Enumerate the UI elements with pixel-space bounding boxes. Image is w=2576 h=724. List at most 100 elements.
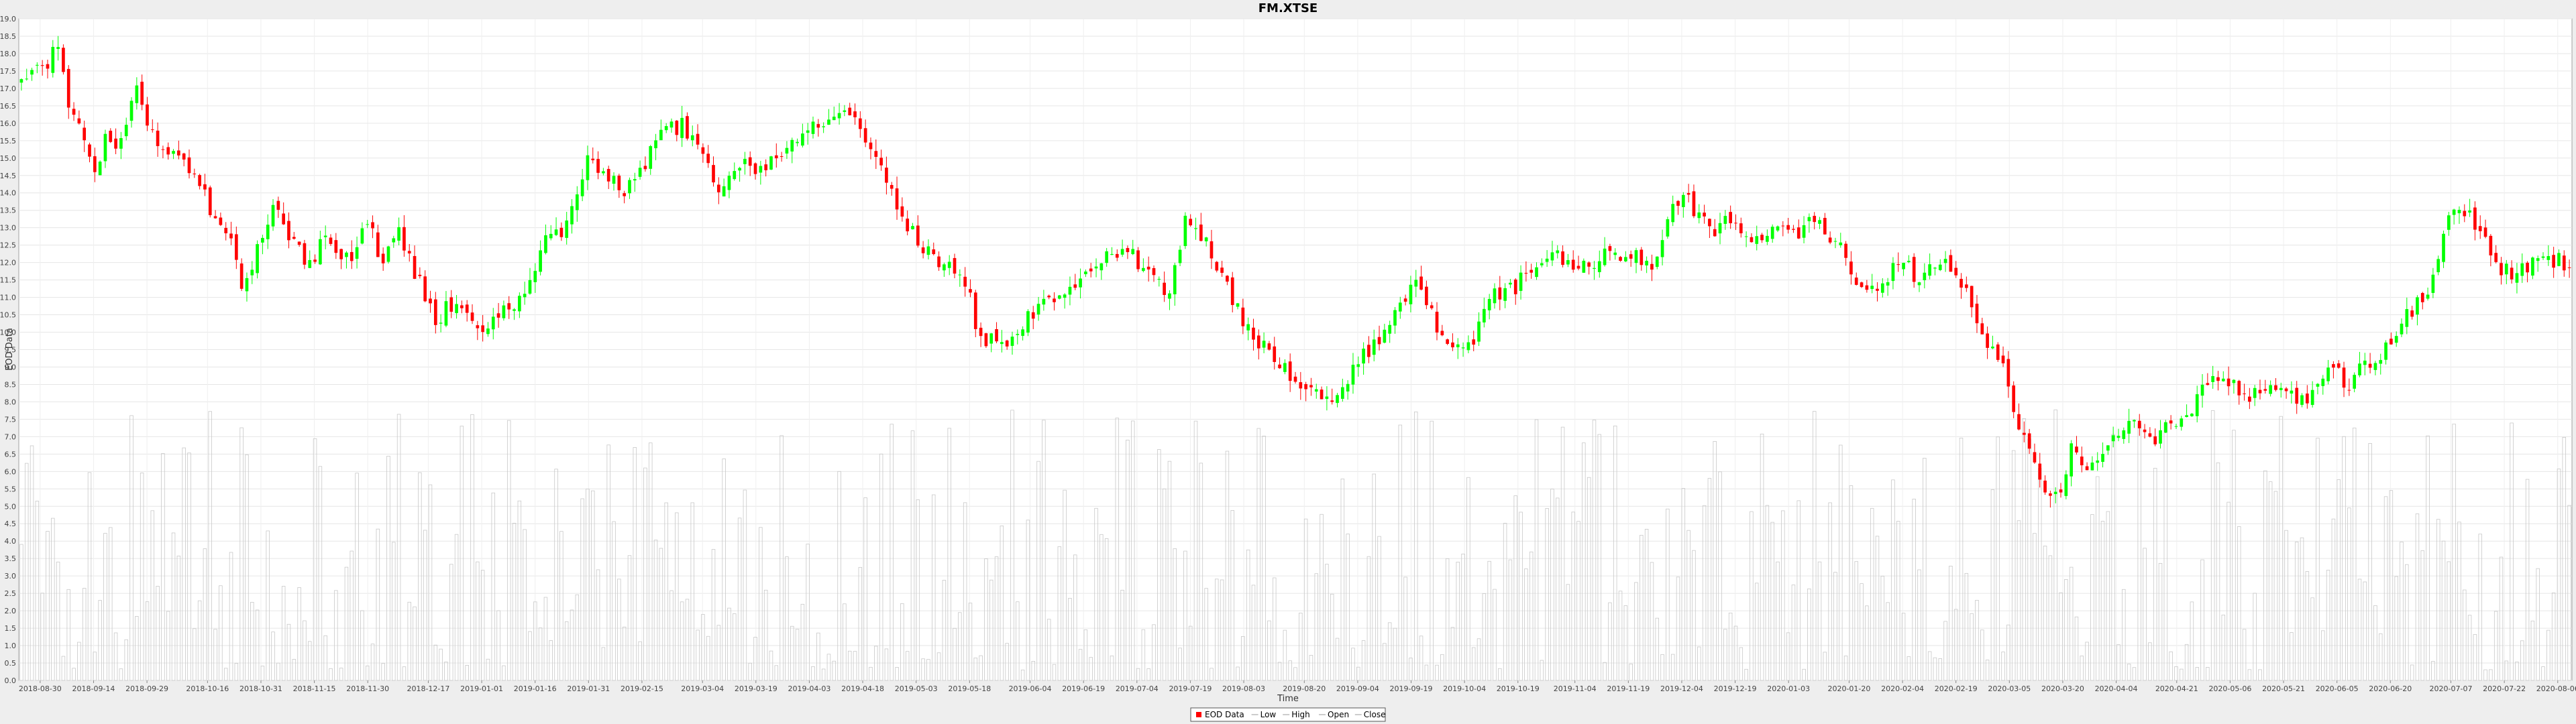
candle-body [2500,263,2503,276]
volume-bar [2515,661,2519,681]
candle-body [1256,335,1260,349]
candle-body [2483,227,2487,237]
volume-bar [1005,643,1009,681]
volume-bar [428,484,433,681]
candle-body [2316,383,2320,387]
candle-body [1084,272,1087,275]
candle-body [1168,293,1171,299]
y-tick-label: 0.0 [5,676,17,685]
volume-bar [323,635,327,681]
volume-bar [869,666,873,681]
volume-bar [753,637,757,681]
y-tick-label: 8.5 [5,380,17,389]
candle-body [2384,342,2387,360]
volume-bar [156,586,160,681]
candle-body [1346,383,1350,391]
volume-bar [858,566,863,681]
candle-body [2546,255,2551,260]
volume-bar [2394,576,2398,681]
volume-bar [973,657,978,681]
volume-bar [643,467,647,681]
candle-body [2416,297,2419,315]
volume-bar [2022,418,2027,681]
candle-body [1089,268,1093,272]
candle-body [643,166,647,170]
volume-bar [2263,470,2267,681]
volume-bar [821,668,826,681]
candle-body [2143,429,2147,432]
candle-body [2269,385,2272,394]
x-tick-label: 2019-04-18 [841,684,884,693]
candle-body [2012,385,2016,412]
candle-body [146,104,149,126]
volume-bar [1204,588,1208,681]
y-tick-label: 7.0 [5,432,17,441]
volume-bar [2053,409,2057,681]
volume-bar [1178,648,1182,681]
volume-bar [926,659,930,681]
volume-bar [826,654,831,681]
volume-bar [2436,519,2440,681]
volume-bar [1519,511,1523,681]
volume-bar [2499,556,2504,681]
candle-body [2253,387,2257,398]
volume-bar [313,438,317,681]
candle-body [885,168,888,183]
candle-body [1524,273,1528,274]
volume-bar [979,655,983,681]
candle-body [1094,266,1098,269]
volume-bar [2106,511,2110,681]
candle-body [1215,261,1219,271]
candle-body [1582,260,1586,273]
volume-bar [517,500,522,681]
volume-bar [161,453,165,681]
volume-bar [1608,602,1612,681]
volume-bar [2389,490,2394,681]
candle-body [916,225,920,246]
candle-body [1236,303,1240,307]
candle-body [716,184,720,192]
candle-body [953,257,957,274]
candle-body [1136,250,1140,269]
candle-body [1697,212,1701,219]
candle-body [366,224,370,225]
volume-bar [2253,593,2257,681]
candle-body [129,101,133,121]
candle-body [2405,309,2409,327]
candle-body [1241,307,1245,326]
volume-bar [124,639,128,681]
volume-bar [433,644,438,681]
volume-bar [1713,441,1717,681]
volume-bar [1776,561,1780,681]
candle-body [1828,237,1832,243]
candle-body [2038,463,2042,480]
y-tick-label: 17.5 [0,67,16,76]
candle-body [502,305,506,318]
candle-body [407,251,411,254]
candle-body [1451,342,1454,348]
x-tick-label: 2020-03-05 [1988,684,2031,693]
candle-body [1005,340,1009,347]
candle-body [213,216,217,219]
candle-body [2390,339,2393,345]
candle-body [2279,387,2283,390]
volume-bar [2232,430,2236,681]
volume-bar [1660,654,1664,681]
candle-body [2452,209,2456,215]
volume-bar [480,570,485,681]
volume-bar [2017,520,2021,681]
candle-body [308,259,312,268]
volume-bar [281,586,286,681]
candle-body [2526,262,2529,273]
volume-bar [1215,579,1219,681]
legend-swatch [1196,712,1201,717]
volume-bar [250,601,254,681]
volume-bar [1498,668,1502,681]
candle-body [62,48,65,72]
volume-bar [476,561,480,681]
candle-body [1189,219,1193,226]
candle-body [182,153,186,160]
candle-body [2006,359,2010,387]
volume-bar [1419,636,1424,681]
volume-bar [1063,489,1067,681]
